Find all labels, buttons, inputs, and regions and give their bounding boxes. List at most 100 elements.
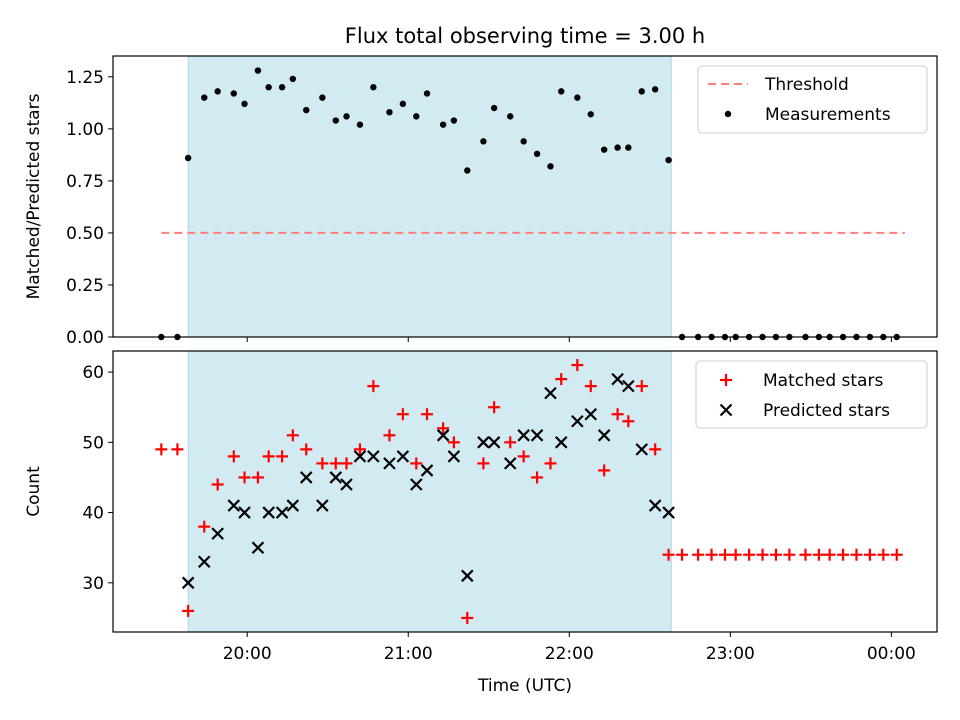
measurement-point [201,94,208,101]
x-stroke-b [211,527,224,540]
measurement-point [574,94,581,101]
predicted-point [238,506,251,519]
ratio-ytick-label: 1.00 [66,120,104,140]
measurement-point [423,90,431,97]
predicted-point [181,576,195,590]
x-stroke-b [662,506,675,519]
measurement-point [319,94,326,101]
counts-xtick-label: 23:00 [706,644,755,664]
predicted-point [197,555,211,569]
x-stroke-b [477,436,490,449]
x-stroke-b [340,478,353,491]
predicted-point [622,379,635,393]
x-stroke-b [544,386,557,400]
predicted-point [503,457,517,470]
matched-point [837,548,850,561]
matched-point [692,548,705,561]
matched-point [531,471,544,484]
legend-measurement-swatch [724,110,732,118]
measurement-point [230,90,237,97]
predicted-point [420,464,434,477]
matched-point [877,548,890,561]
ratio-ytick-label: 0.25 [66,276,104,296]
x-stroke-b [584,407,598,421]
predicted-point [396,450,410,463]
measurement-point [547,163,554,170]
measurement-point [638,88,645,95]
x-stroke-b [410,478,423,491]
x-stroke-b [286,499,300,512]
predicted-point [461,569,474,583]
matched-point [329,457,342,470]
x-stroke-b [197,555,211,569]
measurement-point [450,117,458,124]
predicted-point [584,407,598,421]
matched-point [812,548,825,561]
x-stroke-b [251,541,265,554]
predicted-point [367,450,380,463]
predicted-point [251,541,265,554]
counts-frame [112,350,938,633]
ratio-ytick-label: 1.25 [66,68,104,88]
matched-point [676,548,689,561]
matched-point [799,548,812,561]
matched-point [238,471,251,484]
matched-point [517,450,530,463]
matched-point [622,415,635,428]
measurement-point [265,84,272,91]
measurement-point [439,121,447,128]
x-stroke-b [181,576,195,590]
matched-point [340,457,353,470]
x-stroke-b [487,436,501,449]
x-stroke-b [383,457,396,470]
matched-point [635,380,648,393]
matched-point [863,548,876,561]
matched-point [756,548,769,561]
matched-point [729,548,742,561]
x-stroke-b [299,471,313,484]
matched-point [571,359,584,372]
matched-point [584,380,597,393]
predicted-point [635,443,649,456]
measurement-point [289,75,297,83]
matched-point [705,548,718,561]
x-stroke-b [420,464,434,477]
matched-point [504,436,517,449]
matched-point [410,457,423,470]
x-stroke-b [353,450,367,463]
measurement-point [520,138,527,145]
predicted-point [353,450,367,463]
legend-measurement-label: Measurements [765,105,891,125]
x-stroke-b [611,372,624,386]
ratio-legend: Threshold Measurements [697,65,928,134]
matched-point [421,408,434,421]
matched-point [718,548,731,561]
measurement-point [587,111,594,118]
ratio-ytick-label: 0.00 [66,328,104,348]
x-stroke-b [503,457,517,470]
counts-ytick-label: 50 [82,433,104,453]
measurement-point [413,113,420,120]
ratio-observing-interval [187,55,672,338]
ratio-ytick-label: 0.50 [66,224,104,244]
x-stroke-b [227,499,241,512]
predicted-point [383,457,396,470]
matched-point [227,450,240,463]
matched-point [662,548,675,561]
matched-point [743,548,756,561]
matched-point [286,429,299,442]
x-stroke-b [530,429,544,442]
ratio-frame [112,55,938,338]
matched-point [488,401,501,414]
x-stroke-b [329,471,343,484]
counts-xtick-label: 20:00 [223,644,272,664]
measurement-point [356,121,364,128]
measurement-point [184,154,192,162]
x-stroke-b [648,499,662,512]
measurement-point [651,86,659,93]
x-stroke-b [517,429,530,442]
predicted-point [611,372,624,386]
predicted-point [554,436,568,449]
measurement-point [614,144,621,151]
